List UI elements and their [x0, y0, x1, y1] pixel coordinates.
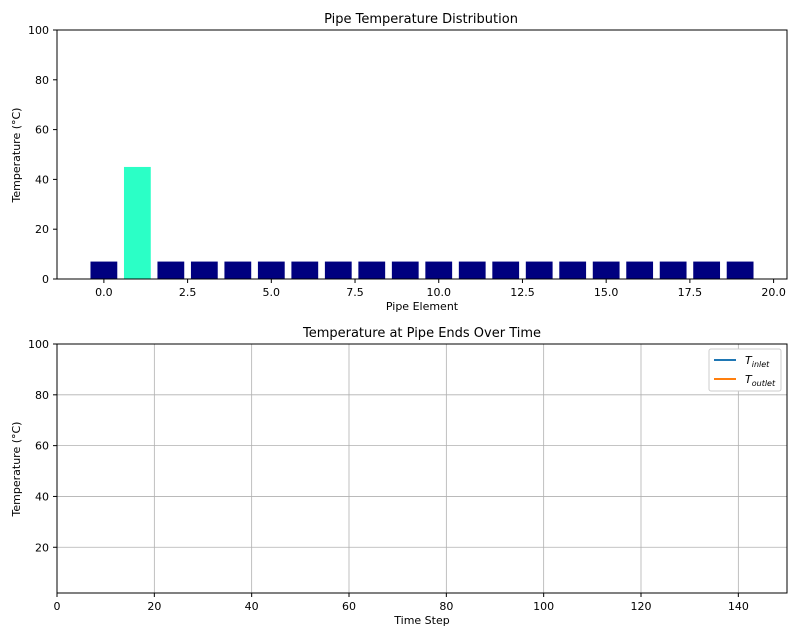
x-tick-label: 140 [728, 600, 749, 613]
y-tick-label: 40 [35, 490, 49, 503]
x-axis-label: Time Step [393, 614, 449, 627]
y-tick-label: 60 [35, 124, 49, 137]
y-tick-label: 20 [35, 541, 49, 554]
y-tick-label: 0 [42, 273, 49, 286]
bar [693, 261, 721, 279]
y-tick-label: 100 [28, 24, 49, 37]
legend: Tinlet Toutlet [708, 348, 782, 392]
bars [90, 166, 754, 279]
y-axis-label: Temperature (°C) [10, 422, 23, 518]
y-tick-label: 100 [28, 338, 49, 351]
x-tick-label: 0 [54, 600, 61, 613]
x-tick-label: 60 [342, 600, 356, 613]
y-tick-label: 80 [35, 389, 49, 402]
bar [525, 261, 553, 279]
bar [726, 261, 754, 279]
x-tick-label: 0.0 [95, 286, 113, 299]
plot-frame [56, 29, 788, 280]
y-tick-label: 80 [35, 74, 49, 87]
x-tick-label: 20 [147, 600, 161, 613]
bar [324, 261, 352, 279]
legend-label-inlet: Tinlet [745, 354, 770, 369]
chart-title: Pipe Temperature Distribution [324, 12, 518, 27]
pipe-ends-over-time-chart: Temperature at Pipe Ends Over Time 0 20 40… [10, 326, 788, 627]
bar [458, 261, 486, 279]
x-tick-label: 7.5 [346, 286, 364, 299]
temperature-distribution-chart: Pipe Temperature Distribution 0.0 2.5 5.0 7… [10, 12, 788, 313]
bar [559, 261, 587, 279]
x-tick-label: 15.0 [594, 286, 619, 299]
bar [257, 261, 285, 279]
x-tick-label: 5.0 [263, 286, 281, 299]
grid [56, 343, 787, 593]
x-ticks: 0 20 40 60 80 100 120 140 [54, 593, 749, 613]
bar [425, 261, 453, 279]
bar [190, 261, 218, 279]
bar [90, 261, 118, 279]
bar [492, 261, 520, 279]
x-ticks: 0.0 2.5 5.0 7.5 10.0 12.5 15.0 17.5 20.0 [95, 279, 786, 299]
x-tick-label: 20.0 [761, 286, 786, 299]
plot-frame [56, 343, 788, 594]
y-axis-label: Temperature (°C) [10, 108, 23, 204]
bar [659, 261, 687, 279]
bar [123, 166, 151, 279]
y-ticks: 0 20 40 60 80 100 [28, 24, 57, 286]
x-tick-label: 17.5 [678, 286, 703, 299]
chart-title: Temperature at Pipe Ends Over Time [302, 326, 541, 341]
x-tick-label: 100 [533, 600, 554, 613]
x-tick-label: 12.5 [510, 286, 535, 299]
bar [358, 261, 386, 279]
x-tick-label: 2.5 [179, 286, 197, 299]
x-axis-label: Pipe Element [386, 300, 459, 313]
y-tick-label: 40 [35, 173, 49, 186]
y-tick-label: 60 [35, 440, 49, 453]
bar [157, 261, 185, 279]
x-tick-label: 10.0 [426, 286, 451, 299]
x-tick-label: 120 [631, 600, 652, 613]
y-ticks: 20 40 60 80 100 [28, 338, 57, 554]
legend-label-outlet: Toutlet [745, 373, 776, 388]
bar [592, 261, 620, 279]
bar [391, 261, 419, 279]
bar [224, 261, 252, 279]
y-tick-label: 20 [35, 223, 49, 236]
x-tick-label: 40 [245, 600, 259, 613]
bar [291, 261, 319, 279]
bar [626, 261, 654, 279]
x-tick-label: 80 [439, 600, 453, 613]
